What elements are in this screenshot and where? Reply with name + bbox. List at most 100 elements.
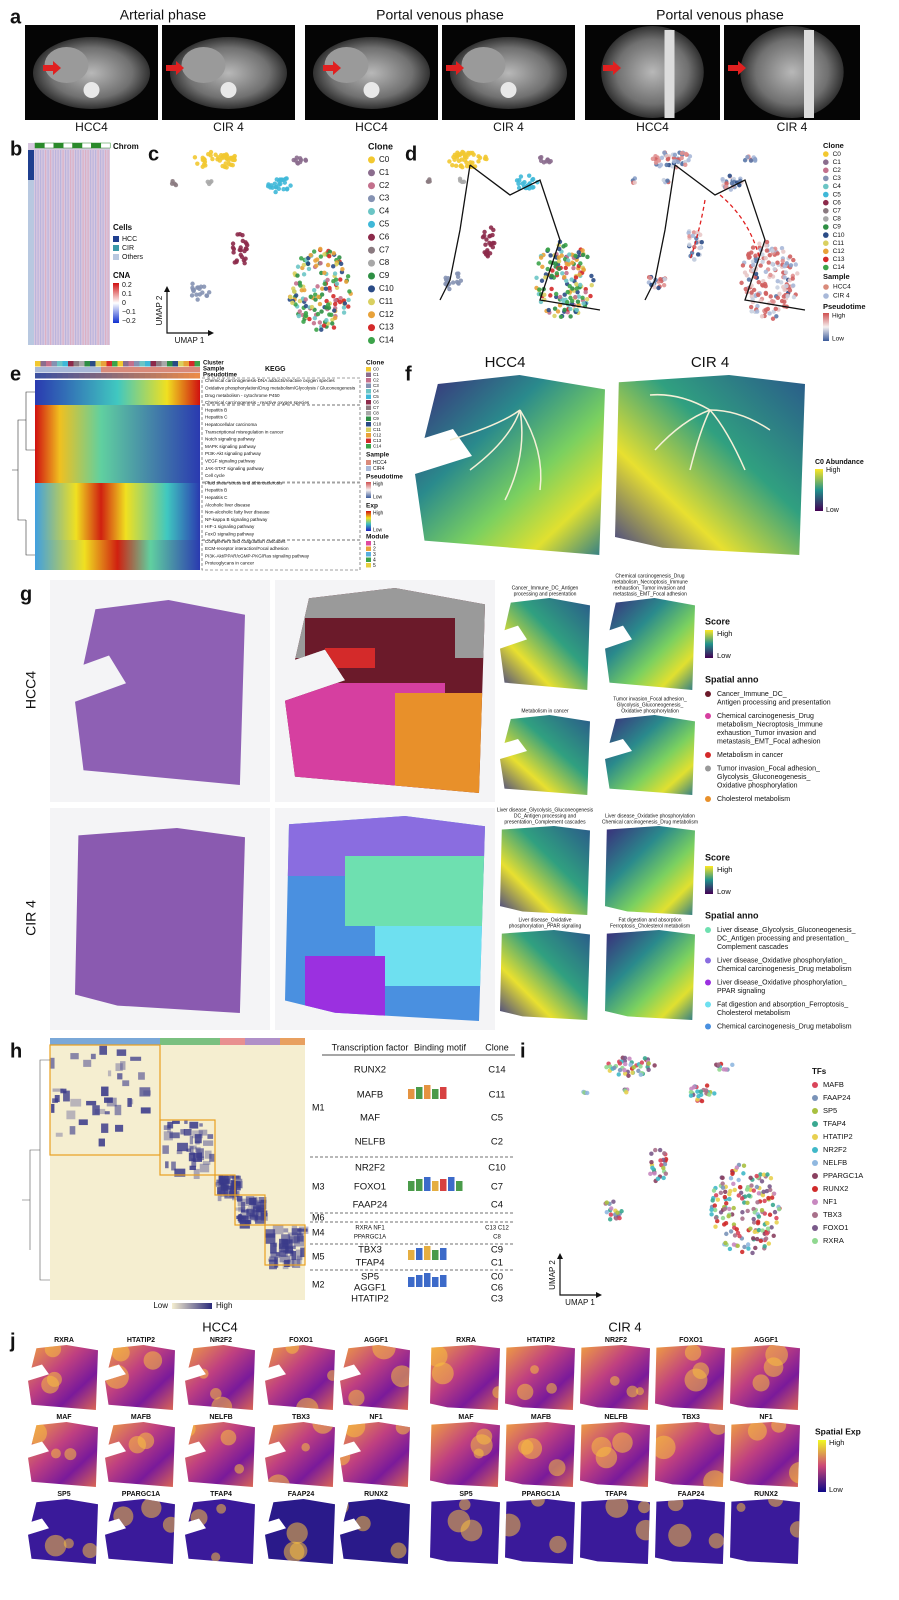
legend-dot [705,958,711,964]
clipped-group [498,1493,575,1564]
cna-stripe [40,150,41,345]
cell-dot [519,174,523,178]
legend-dot [823,184,829,190]
arrow-head [164,286,170,292]
cell-dot [662,283,666,287]
cell-dot [427,179,431,183]
cell-dot [626,1074,630,1078]
cell-dot [574,282,578,286]
clipped-group [185,1345,255,1417]
legend-dot [823,192,829,198]
cell-dot [633,180,637,184]
cell-dot [299,256,303,260]
legend-dot [705,1002,711,1008]
track-cell [173,367,179,373]
track-cell [162,367,168,373]
cna-stripe [75,150,76,345]
cell-dot [297,314,301,318]
cell-dot [319,254,323,258]
cluster-bar [280,1038,305,1045]
legend-label: metabolism_Necroptosis_Immune [717,721,823,728]
expression-spot [221,1430,237,1446]
cell-dot [777,1207,781,1211]
expression-spot [348,1390,364,1406]
expression-spot [267,1474,290,1497]
cell-dot [647,1061,651,1065]
cell-dot [661,1176,665,1180]
cell-dot [562,308,566,312]
clipped-group [185,1499,255,1564]
cell-dot [284,176,288,180]
cell-dot [622,1068,626,1072]
cell-dot [747,277,751,281]
cell-dot [794,262,798,266]
legend-title: Cells [113,223,133,232]
cell-dot [478,156,482,160]
expression-map [105,1499,175,1564]
cell-dot [307,267,311,271]
cell-dot [740,1216,744,1220]
cell-dot [766,1227,770,1231]
clipped-group [285,816,485,1026]
expression-spot [101,1419,113,1431]
legend-title: Spatial anno [705,910,759,920]
expression-spot [638,1501,650,1513]
cell-dot [760,1179,764,1183]
gene-label: NR2F2 [210,1337,232,1344]
cell-dot [689,1094,693,1098]
cell-dot [679,156,683,160]
cell-dot [692,245,696,249]
expression-spot [610,1376,620,1386]
legend-label: C11 [833,240,845,247]
legend-label: High [373,510,384,516]
tf-name: FAAP24 [353,1200,388,1211]
track-cell [167,361,173,367]
cna-stripe [65,150,66,345]
expression-spot [636,1520,656,1540]
ct-organ [462,47,506,83]
track-cell [123,373,129,379]
cell-dot [295,273,299,277]
cell-dot [652,1171,656,1175]
cell-dot [791,258,795,262]
cell-dot [294,293,298,297]
legend-label: C8 [833,216,842,223]
cell-dot [771,317,775,321]
cell-dot [751,1236,755,1240]
legend-label: C3 [833,175,842,182]
correlation-block [138,1072,145,1079]
cell-dot [327,286,331,290]
legend-label: −0.1 [122,309,136,316]
clipped-group [285,588,485,803]
legend-swatch [366,466,371,471]
cna-stripe [70,150,71,345]
cell-dot [444,278,448,282]
cell-dot [713,1203,717,1207]
expression-spot [685,1344,701,1360]
row-label: HCC4 [23,671,39,709]
panel-letter: c [148,143,159,165]
cell-dot [759,1239,763,1243]
legend-swatch [113,245,119,251]
track-cell [101,373,107,379]
cell-dot [319,309,323,313]
correlation-block [70,1053,78,1059]
correlation-block [296,1250,303,1261]
cell-dot [318,320,322,324]
legend-swatch [366,428,371,433]
cell-dot [768,273,772,277]
track-cell [90,367,96,373]
legend-label: 0 [122,300,126,307]
cell-dot [659,163,663,167]
cell-dot [774,307,778,311]
legend-title: Pseudotime [823,302,866,311]
cell-dot [617,1072,621,1076]
legend-dot [823,176,829,182]
clipped-group [333,1416,410,1487]
legend-title: Score [705,616,730,626]
cell-dot [585,297,589,301]
legend-dot [812,1186,818,1192]
legend-title: Pseudotime [366,474,403,481]
legend-label: NF1 [823,1197,837,1206]
cell-dot [323,282,327,286]
